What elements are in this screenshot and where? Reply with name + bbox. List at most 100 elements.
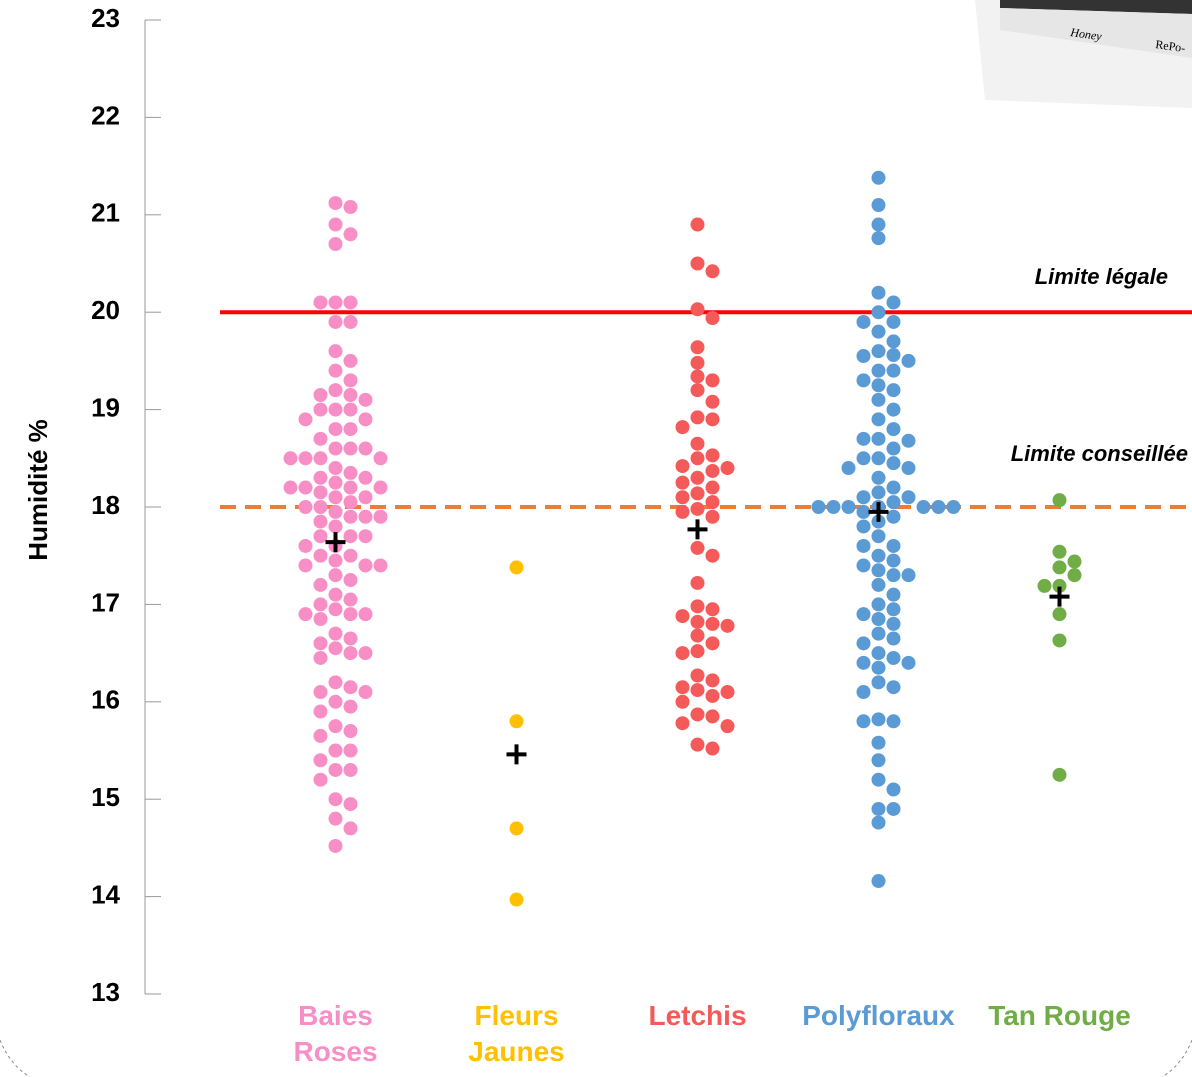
data-point	[691, 644, 705, 658]
data-point	[1053, 633, 1067, 647]
data-point	[329, 675, 343, 689]
data-point	[314, 485, 328, 499]
data-point	[691, 257, 705, 271]
data-point	[691, 629, 705, 643]
data-point	[344, 607, 358, 621]
y-tick-label: 23	[91, 3, 120, 33]
data-point	[887, 495, 901, 509]
data-point	[676, 420, 690, 434]
data-point	[510, 893, 524, 907]
y-tick-label: 13	[91, 977, 120, 1007]
data-point	[314, 578, 328, 592]
data-point	[872, 305, 886, 319]
data-point	[314, 651, 328, 665]
data-point	[691, 451, 705, 465]
data-point	[872, 753, 886, 767]
data-point	[872, 712, 886, 726]
data-point	[872, 325, 886, 339]
data-point	[299, 558, 313, 572]
data-point	[887, 422, 901, 436]
data-point	[857, 315, 871, 329]
data-point	[872, 218, 886, 232]
data-point	[344, 481, 358, 495]
data-point	[314, 612, 328, 626]
data-point	[299, 412, 313, 426]
data-point	[872, 529, 886, 543]
data-point	[872, 549, 886, 563]
data-point	[329, 602, 343, 616]
data-point	[857, 373, 871, 387]
data-point	[721, 461, 735, 475]
data-point	[299, 539, 313, 553]
data-point	[691, 369, 705, 383]
decor-arc	[0, 1040, 30, 1077]
mean-marker	[869, 502, 889, 522]
data-point	[887, 383, 901, 397]
data-point	[887, 802, 901, 816]
y-tick-label: 17	[91, 587, 120, 617]
data-point	[857, 432, 871, 446]
data-point	[344, 821, 358, 835]
data-point	[902, 490, 916, 504]
data-point	[872, 231, 886, 245]
data-point	[691, 541, 705, 555]
data-point	[706, 549, 720, 563]
data-point	[329, 812, 343, 826]
data-point	[872, 612, 886, 626]
data-point	[706, 264, 720, 278]
data-point	[676, 609, 690, 623]
data-point	[691, 738, 705, 752]
data-point	[344, 700, 358, 714]
data-point	[299, 481, 313, 495]
data-point	[691, 383, 705, 397]
category-label: Fleurs Jaunes	[436, 998, 598, 1070]
data-point	[872, 198, 886, 212]
y-tick-label: 22	[91, 100, 120, 130]
data-point	[329, 627, 343, 641]
data-point	[676, 476, 690, 490]
data-point	[887, 568, 901, 582]
data-point	[887, 456, 901, 470]
y-tick-label: 14	[91, 879, 120, 909]
data-point	[872, 451, 886, 465]
data-point	[706, 673, 720, 687]
data-point	[344, 549, 358, 563]
data-point	[344, 403, 358, 417]
data-point	[872, 286, 886, 300]
data-point	[857, 656, 871, 670]
data-point	[329, 519, 343, 533]
data-point	[314, 549, 328, 563]
data-point	[872, 736, 886, 750]
data-point	[344, 466, 358, 480]
data-point	[691, 669, 705, 683]
data-point	[344, 442, 358, 456]
data-point	[329, 344, 343, 358]
chart: Honey RePo- Humidité % 13141516171819202…	[0, 0, 1192, 1077]
data-point	[284, 481, 298, 495]
data-point	[887, 295, 901, 309]
data-point	[872, 378, 886, 392]
data-point	[902, 461, 916, 475]
data-point	[706, 448, 720, 462]
data-point	[284, 451, 298, 465]
data-point	[314, 729, 328, 743]
data-point	[872, 485, 886, 499]
data-point	[676, 680, 690, 694]
data-point	[510, 560, 524, 574]
data-point	[314, 515, 328, 529]
data-point	[329, 490, 343, 504]
data-point	[872, 393, 886, 407]
data-point	[842, 500, 856, 514]
data-point	[299, 500, 313, 514]
data-point	[706, 510, 720, 524]
data-point	[812, 500, 826, 514]
data-point	[887, 403, 901, 417]
data-point	[902, 568, 916, 582]
y-tick-label: 15	[91, 782, 120, 812]
data-point	[872, 364, 886, 378]
data-point	[887, 602, 901, 616]
data-point	[359, 393, 373, 407]
data-point	[887, 588, 901, 602]
data-point	[857, 539, 871, 553]
data-point	[887, 554, 901, 568]
